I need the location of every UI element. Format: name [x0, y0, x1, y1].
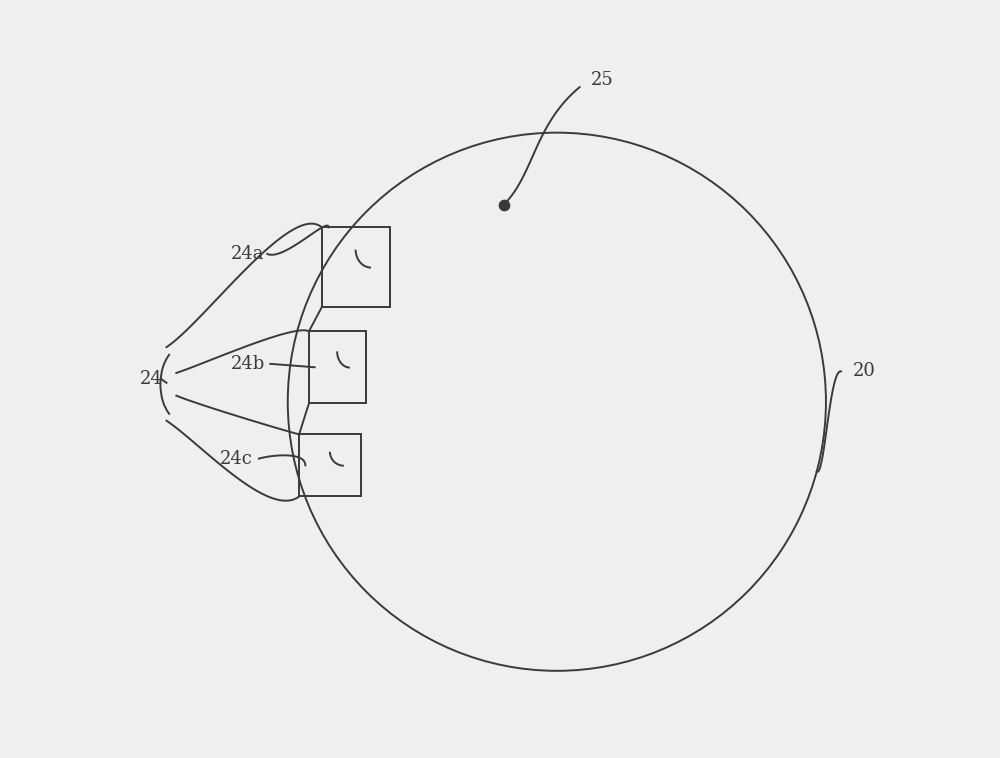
Text: 24a: 24a: [231, 245, 264, 263]
Text: 24: 24: [140, 370, 163, 388]
Text: 24c: 24c: [220, 449, 252, 468]
Text: 25: 25: [591, 70, 614, 89]
Bar: [299, 434, 361, 496]
Bar: [309, 331, 366, 403]
Bar: [322, 227, 390, 307]
Point: [496, 199, 512, 211]
Text: 20: 20: [852, 362, 875, 381]
Text: 24b: 24b: [231, 355, 265, 373]
